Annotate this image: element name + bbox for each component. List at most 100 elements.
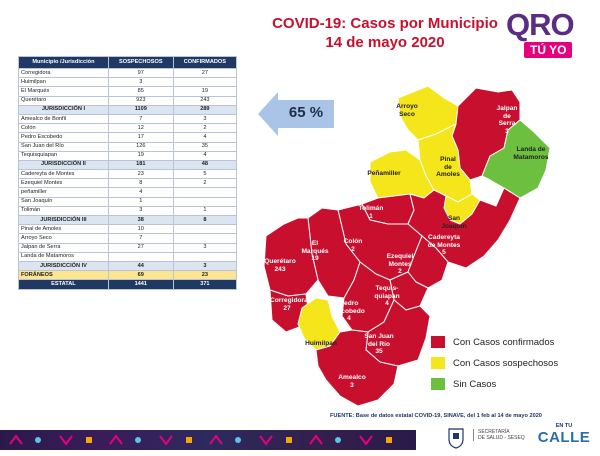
map-label-line: de <box>503 112 511 120</box>
map-label-line: Tequis- <box>375 285 399 292</box>
map-label-line: Tolimán <box>358 205 384 212</box>
legend-swatch <box>431 336 445 348</box>
table-row: Ezequiel Montes 8 2 <box>18 178 238 189</box>
map-label-line: Amoles <box>436 171 460 178</box>
cell-municipio: Querétaro <box>18 95 109 106</box>
en-tu-calle-logo: EN TU CALLE <box>534 423 594 453</box>
cell-sospechosos: 10 <box>107 224 174 235</box>
cell-municipio: FORÁNEOS <box>18 270 109 281</box>
cell-sospechosos: 44 <box>107 260 174 272</box>
cell-municipio: Cadereyta de Montes <box>18 169 109 180</box>
cell-municipio: San Juan del Río <box>18 141 109 152</box>
table-row: ESTATAL 1441 371 <box>18 279 238 290</box>
logo-tag: TÚ YO <box>524 42 573 58</box>
map-label-line: de Montes <box>427 241 461 249</box>
legend-swatch <box>431 357 445 369</box>
col-sospechosos: SOSPECHOSOS <box>107 56 174 69</box>
cell-sospechosos: 1109 <box>107 104 174 115</box>
table-row: Pedro Escobedo 17 4 <box>18 132 238 143</box>
map-label-pedro: Pedro Escobedo 4 <box>332 300 366 323</box>
table-row: Cadereyta de Montes 23 5 <box>18 169 238 180</box>
cell-confirmados <box>172 196 238 207</box>
cell-confirmados <box>172 251 238 262</box>
map-label-sanjuan: San Juan del Río 35 <box>362 333 396 356</box>
cell-confirmados: 23 <box>172 270 238 281</box>
cell-confirmados <box>172 187 238 198</box>
cell-sospechosos: 23 <box>107 169 174 180</box>
map-label-arroyo: Arroyo Seco <box>392 103 422 118</box>
cell-confirmados: 3 <box>172 260 238 272</box>
cell-municipio: Amealco de Bonfil <box>18 113 109 125</box>
table-row: Tequisquiapan 19 4 <box>18 150 238 161</box>
cell-municipio: Arroyo Seco <box>18 233 109 244</box>
map-label-line: 243 <box>274 265 286 273</box>
table-row: JURISDICCIÓN III 38 8 <box>18 214 238 226</box>
cell-sospechosos: 3 <box>107 205 174 217</box>
cell-sospechosos: 181 <box>107 159 174 171</box>
map-label-line: 4 <box>347 315 351 322</box>
calle-top-text: EN TU <box>555 423 573 429</box>
map-label-line: 19 <box>311 255 319 262</box>
cell-municipio: JURISDICCIÓN I <box>18 104 109 115</box>
table-row: Huimilpan 3 <box>18 77 238 88</box>
cell-confirmados: 2 <box>172 178 238 189</box>
map-label-pinal: Pinal de Amoles <box>433 156 463 179</box>
cell-confirmados <box>172 224 238 235</box>
map-label-line: Ezequiel <box>386 253 414 260</box>
cell-municipio: Huimilpan <box>18 77 109 88</box>
cell-municipio: peñamiller <box>18 187 109 198</box>
map-label-line: Marqués <box>301 247 329 255</box>
table-row: San Joaquín 1 <box>18 196 238 207</box>
col-municipio: Municipio /Jurisdicción <box>18 56 109 69</box>
map-label-line: Amealco <box>338 374 366 381</box>
cell-sospechosos: 97 <box>107 67 174 79</box>
table-row: JURISDICCIÓN II 181 48 <box>18 159 238 171</box>
map-label-landa: Landa de Matamoros <box>511 146 551 161</box>
percent-arrow: 65 % <box>258 92 334 136</box>
pattern-decoration-icon <box>9 434 392 446</box>
table-row: Landa de Matamoros <box>18 251 238 262</box>
legend-item: Sin Casos <box>431 376 558 392</box>
table-row: peñamiller 4 <box>18 187 238 198</box>
page-title: COVID-19: Casos por Municipio 14 de mayo… <box>255 14 515 52</box>
cell-sospechosos: 4 <box>107 187 174 198</box>
map-label-toliman: Tolimán 1 <box>356 205 386 220</box>
map-label-tequis: Tequis-quiapan 4 <box>371 285 403 308</box>
calle-big-text: CALLE <box>537 429 591 446</box>
cell-municipio: Jalpan de Serra <box>18 242 109 253</box>
map-label-line: del Río <box>368 340 390 348</box>
arrow-left-icon <box>258 92 334 136</box>
cell-confirmados: 4 <box>172 150 238 161</box>
cases-table: Municipio /Jurisdicción SOSPECHOSOS CONF… <box>18 56 238 290</box>
percent-value: 65 % <box>288 104 324 121</box>
cell-municipio: Tolimán <box>18 205 109 217</box>
cell-confirmados: 5 <box>172 169 238 180</box>
map-label-line: Matamoros <box>513 153 549 161</box>
cell-confirmados <box>172 233 238 244</box>
secretaria-line-1: SECRETARÍA <box>478 429 510 435</box>
cell-confirmados: 4 <box>172 132 238 143</box>
cell-sospechosos: 27 <box>107 242 174 253</box>
cell-sospechosos <box>107 251 174 262</box>
map-label-cadereyta: Cadereyta de Montes 5 <box>424 234 464 257</box>
cell-sospechosos: 1441 <box>107 279 174 290</box>
map-label-sanjoaquin: San Joaquín <box>436 215 472 230</box>
map-label-line: 27 <box>283 304 291 312</box>
cell-sospechosos: 85 <box>107 86 174 97</box>
map-label-line: 2 <box>351 245 355 253</box>
table-row: JURISDICCIÓN IV 44 3 <box>18 260 238 272</box>
cell-sospechosos: 3 <box>107 77 174 88</box>
cell-sospechosos: 69 <box>107 270 174 281</box>
map-label-line: 1 <box>369 212 373 220</box>
cell-municipio: JURISDICCIÓN II <box>18 159 109 171</box>
map-label-line: Cadereyta <box>428 234 460 241</box>
map-label-elmarques: El Marqués 19 <box>300 240 330 263</box>
map-label-line: Landa de <box>516 146 546 153</box>
secretaria-label: SECRETARÍA DE SALUD - SESEQ <box>473 429 525 441</box>
map-label-line: Jalpan <box>496 105 518 112</box>
cell-confirmados: 3 <box>172 242 238 253</box>
cell-municipio: Landa de Matamoros <box>18 251 109 262</box>
table-row: Colón 12 2 <box>18 123 238 134</box>
title-line-2: 14 de mayo 2020 <box>325 34 445 51</box>
map-label-line: San Juan <box>364 333 394 340</box>
